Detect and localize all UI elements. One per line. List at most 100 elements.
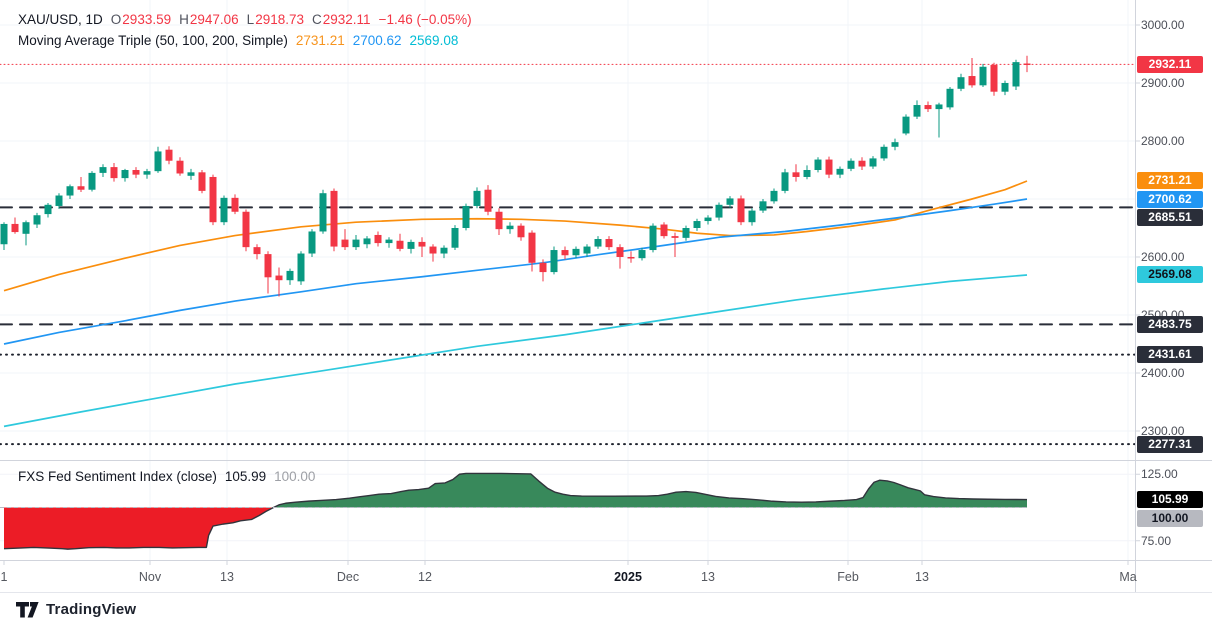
candle-body [121, 170, 129, 179]
ma-line [3, 180, 1028, 292]
indicator-legend[interactable]: FXS Fed Sentiment Index (close) 105.99 1… [18, 469, 315, 484]
candle-body [286, 270, 294, 281]
price-label-badge: 2569.08 [1137, 266, 1203, 284]
candle-body [704, 217, 712, 222]
candle-body [55, 195, 63, 206]
candle-body [297, 253, 305, 282]
candle-body [770, 190, 778, 202]
candle-body [264, 254, 272, 278]
candle-body [836, 168, 844, 175]
ohlc-close: C 2932.11 [312, 12, 371, 27]
time-scale-label: 12 [418, 570, 432, 584]
time-scale-label: Feb [837, 570, 859, 584]
candle-body [110, 167, 118, 179]
candle-body [506, 225, 514, 230]
candle-body [429, 246, 437, 254]
candle-body [220, 197, 228, 223]
ma-legend[interactable]: Moving Average Triple (50, 100, 200, Sim… [18, 33, 458, 48]
main-legend[interactable]: XAU/USD, 1D O 2933.59 H 2947.06 L 2918.73 C… [18, 12, 472, 27]
candle-body [891, 142, 899, 147]
candle-body [792, 172, 800, 177]
candle-body [1023, 63, 1031, 66]
price-label-badge: 2277.31 [1137, 435, 1203, 453]
candle-body [165, 149, 173, 161]
price-scale-label: 2900.00 [1141, 76, 1185, 90]
candle-body [913, 105, 921, 117]
price-scale-label: 2800.00 [1141, 134, 1185, 148]
candle-body [253, 247, 261, 255]
indicator-baseline-value: 100.00 [274, 469, 316, 484]
candle-body [33, 215, 41, 225]
candle-body [484, 189, 492, 212]
price-label-badge: 105.99 [1137, 491, 1203, 509]
candle-body [396, 240, 404, 249]
ohlc-high: H 2947.06 [179, 12, 239, 27]
candle-body [550, 250, 558, 273]
candle-body [605, 239, 613, 248]
candle-body [858, 160, 866, 167]
price-scale-label: 75.00 [1141, 533, 1172, 548]
candle-body [715, 204, 723, 218]
candle-body [693, 221, 701, 228]
candle-body [638, 250, 646, 259]
candle-body [88, 172, 96, 190]
time-scale-label: Nov [138, 570, 162, 584]
candle-body [803, 170, 811, 177]
sentiment-line [3, 472, 1028, 550]
candle-body [935, 104, 943, 110]
price-scale-label: 2300.00 [1141, 424, 1185, 438]
price-scale-label: 2400.00 [1141, 366, 1185, 380]
candle-body [660, 224, 668, 237]
ohlc-open: O 2933.59 [110, 12, 172, 27]
price-scale-label: 125.00 [1141, 467, 1178, 482]
candle-body [528, 232, 536, 263]
candle-body [363, 238, 371, 245]
candle-body [748, 210, 756, 223]
price-label-badge: 100.00 [1137, 509, 1203, 527]
price-label-badge: 2932.11 [1137, 55, 1203, 73]
candle-body [979, 66, 987, 86]
candle-body [539, 262, 547, 273]
candle-body [561, 250, 569, 256]
candle-body [682, 228, 690, 238]
indicator-value: 105.99 [224, 469, 267, 484]
candle-body [231, 197, 239, 212]
ma200-value: 2569.08 [409, 33, 459, 48]
price-label-badge: 2700.62 [1137, 190, 1203, 208]
candle-body [77, 186, 85, 190]
candle-body [968, 76, 976, 86]
price-change: −1.46 (−0.05%) [378, 12, 472, 27]
tradingview-logo[interactable]: TradingView [16, 601, 136, 618]
candle-body [924, 105, 932, 110]
candle-body [1012, 62, 1020, 87]
candle-body [627, 257, 635, 259]
candle-body [1001, 83, 1009, 92]
candle-body [440, 247, 448, 254]
candle-body [781, 172, 789, 191]
ma-line [3, 198, 1028, 345]
candle-body [341, 239, 349, 248]
candle-body [462, 205, 470, 228]
price-scale-label: 2600.00 [1141, 250, 1185, 264]
candle-body [594, 239, 602, 247]
candle-body [275, 275, 283, 281]
price-scale-label: 3000.00 [1141, 18, 1185, 32]
tradingview-glyph-icon [16, 601, 39, 617]
candle-body [946, 88, 954, 108]
candle-body [187, 172, 195, 176]
candle-body [308, 231, 316, 254]
candle-body [385, 239, 393, 244]
time-scale-label: 13 [915, 570, 929, 584]
candle-body [418, 241, 426, 247]
sentiment-area-positive [4, 473, 1027, 508]
candle-body [352, 239, 360, 248]
candle-body [869, 158, 877, 167]
candle-body [990, 65, 998, 92]
candle-body [737, 198, 745, 223]
candle-body [176, 160, 184, 174]
price-label-badge: 2731.21 [1137, 172, 1203, 190]
candle-body [330, 190, 338, 247]
candle-body [880, 146, 888, 159]
candle-body [66, 186, 74, 196]
